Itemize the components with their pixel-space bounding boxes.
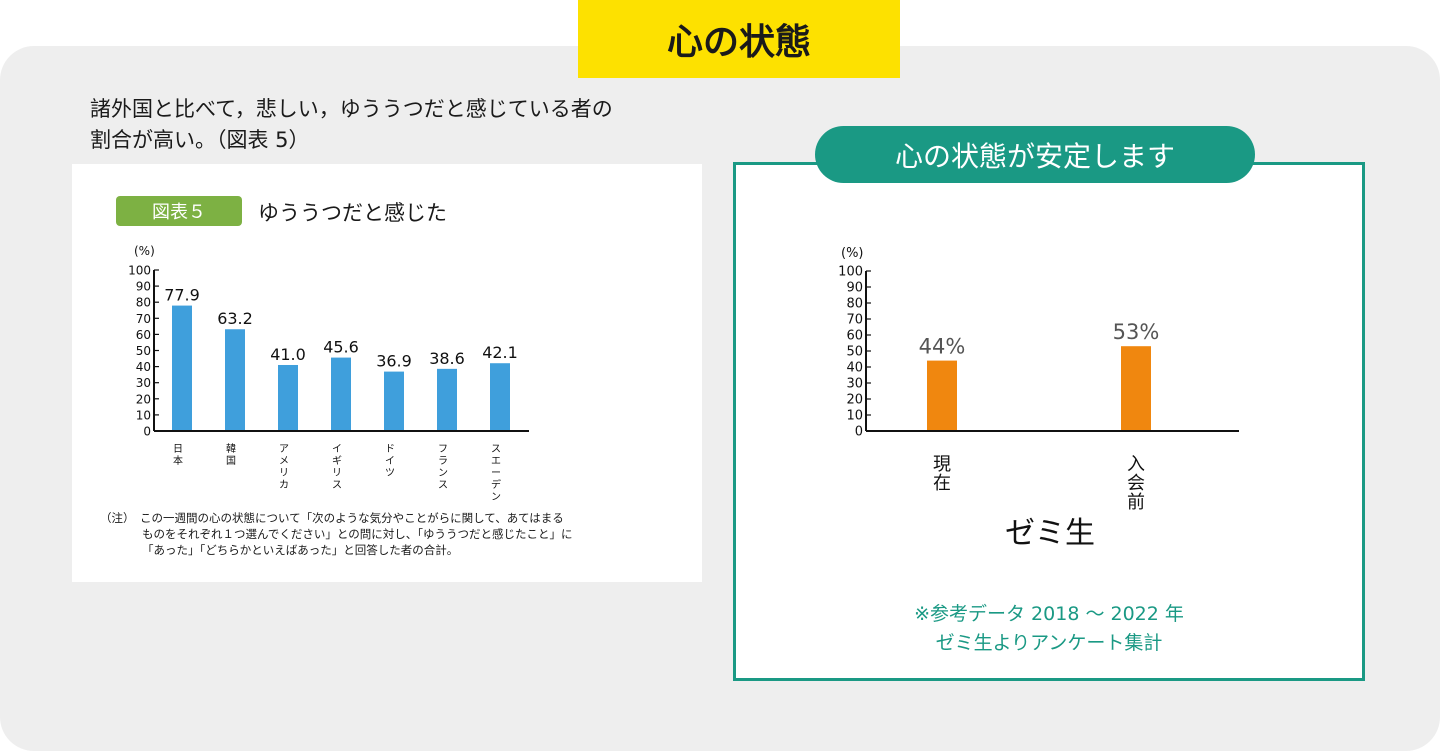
- y-tick-label: 90: [136, 280, 151, 294]
- group-label: ゼミ生: [1005, 516, 1095, 551]
- category-label: イギリス: [332, 444, 342, 491]
- y-tick-label: 30: [846, 377, 863, 392]
- value-label: 77.9: [164, 286, 200, 305]
- category-label: フランス: [438, 444, 448, 491]
- category-label: ドイツ: [385, 444, 395, 479]
- y-tick-label: 100: [838, 265, 863, 280]
- depression-bar-chart: 0 10 20 30 40 50 60 70 80 90 100 (%) 77.9 日本 63.2 韓国 41.…: [128, 244, 529, 503]
- source-line-2: ゼミ生よりアンケート集計: [935, 632, 1163, 654]
- y-tick-label: 10: [136, 408, 151, 422]
- y-tick-label: 40: [846, 361, 863, 376]
- figure-note: （注） この一週間の心の状態について「次のような気分やことがらに関して、あてはま…: [100, 510, 680, 558]
- y-tick-label: 70: [136, 312, 151, 326]
- bar-3: [278, 364, 298, 431]
- source-note: ※参考データ 2018 〜 2022 年 ゼミ生よりアンケート集計: [733, 600, 1365, 658]
- bar-6: [437, 368, 457, 431]
- value-label: 41.0: [270, 345, 306, 364]
- category-label: 現在: [933, 454, 951, 494]
- bar-7: [490, 363, 510, 431]
- y-tick-label: 80: [846, 297, 863, 312]
- y-unit-label: (%): [841, 246, 864, 261]
- value-label: 38.6: [429, 349, 465, 368]
- stability-tab-title: 心の状態が安定します: [815, 126, 1255, 183]
- category-label: 韓国: [226, 443, 236, 467]
- y-tick-label: 0: [855, 425, 863, 440]
- intro-line-2: 割合が高い。（図表 5）: [90, 128, 310, 152]
- y-tick-label: 50: [136, 344, 151, 358]
- y-tick-label: 60: [136, 328, 151, 342]
- y-tick-label: 10: [846, 409, 863, 424]
- bar-5: [384, 371, 404, 431]
- category-label: アメリカ: [279, 444, 289, 491]
- y-tick-label: 60: [846, 329, 863, 344]
- value-label: 36.9: [376, 352, 412, 371]
- y-unit-label: (%): [134, 244, 155, 258]
- intro-text: 諸外国と比べて，悲しい，ゆううつだと感じている者の 割合が高い。（図表 5）: [90, 94, 710, 156]
- y-tick-label: 90: [846, 281, 863, 296]
- category-label: スエーデン: [491, 444, 501, 503]
- value-label: 42.1: [482, 343, 518, 362]
- bar-1: [927, 360, 957, 431]
- note-line-3: 「あった」「どちらかといえばあった」と回答した者の合計。: [142, 543, 459, 557]
- figure-badge: 図表５: [116, 196, 242, 226]
- bar-2: [225, 329, 245, 431]
- note-line-2: ものをそれぞれ１つ選んでください」との問に対し、「ゆううつだと感じたこと」に: [142, 527, 573, 541]
- value-label: 53%: [1113, 320, 1160, 344]
- note-line-1: この一週間の心の状態について「次のような気分やことがらに関して、あてはまる: [140, 511, 564, 525]
- bar-2: [1121, 346, 1151, 431]
- y-tick-label: 50: [846, 345, 863, 360]
- y-tick-label: 0: [143, 425, 151, 439]
- intro-line-1: 諸外国と比べて，悲しい，ゆううつだと感じている者の: [90, 97, 613, 121]
- bar-1: [172, 305, 192, 431]
- y-tick-label: 30: [136, 376, 151, 390]
- y-tick-label: 40: [136, 360, 151, 374]
- source-line-1: ※参考データ 2018 〜 2022 年: [914, 603, 1184, 625]
- y-tick-label: 100: [128, 264, 151, 278]
- stability-panel: 0 10 20 30 40 50 60 70 80 90 100 (%) 44% 現在 53% 入会前ゼミ生: [733, 162, 1365, 681]
- value-label: 45.6: [323, 338, 359, 357]
- value-label: 63.2: [217, 309, 253, 328]
- category-label: 入会前: [1127, 454, 1145, 513]
- y-tick-label: 20: [136, 392, 151, 406]
- figure-card: 図表５ ゆううつだと感じた 0 10 20 30 40 50 60 70 80 90 100 (%) 7…: [72, 164, 702, 582]
- category-label: 日本: [173, 444, 183, 467]
- y-tick-label: 70: [846, 313, 863, 328]
- page-title: 心の状態: [578, 0, 900, 78]
- y-tick-label: 20: [846, 393, 863, 408]
- note-label: （注）: [100, 511, 135, 525]
- bar-4: [331, 357, 351, 431]
- value-label: 44%: [919, 335, 966, 359]
- y-tick-label: 80: [136, 296, 151, 310]
- figure-title: ゆううつだと感じた: [258, 201, 447, 225]
